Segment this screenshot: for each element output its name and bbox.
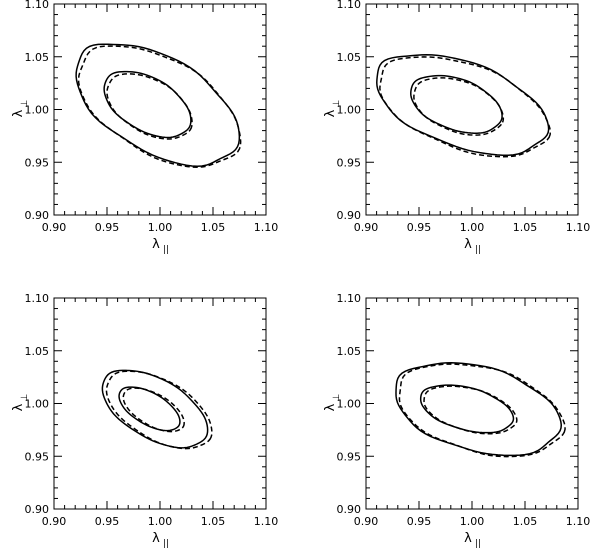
y-tick-label: 0.90 (337, 209, 362, 222)
y-axis-label-sub: ⊥ (332, 394, 342, 402)
x-axis-label-sub: || (475, 539, 481, 549)
x-axis-label: λ (152, 531, 160, 546)
plot-frame (365, 3, 579, 216)
x-tick-label: 0.95 (95, 221, 120, 234)
x-tick-label: 1.05 (513, 221, 538, 234)
y-tick-label: 1.00 (337, 398, 362, 411)
x-tick-label: 1.00 (460, 515, 485, 528)
panel-2: 0.90 0.95 1.00 1.05 1.10 0.90 0.95 1.00 1.05 1.10… (323, 0, 590, 255)
y-tick-label: 1.00 (337, 104, 362, 117)
y-tick-label: 0.95 (337, 156, 362, 169)
y-axis-label-group: λ⊥ (11, 100, 30, 118)
y-tick-label: 1.10 (25, 0, 50, 11)
y-tick-label: 0.95 (337, 450, 362, 463)
y-axis-label: λ (11, 403, 26, 411)
x-tick-label: 1.05 (513, 515, 538, 528)
y-axis-label: λ (323, 403, 338, 411)
y-axis-label-sub: ⊥ (20, 100, 30, 108)
y-tick-label: 1.00 (25, 398, 50, 411)
x-tick-label: 0.95 (407, 221, 432, 234)
dashed-contour-inner (106, 73, 193, 140)
solid-contour-outer (376, 54, 550, 156)
dashed-contour-inner (122, 387, 185, 433)
panel-4: 0.90 0.95 1.00 1.05 1.10 0.90 0.95 1.00 1.05 1.10… (323, 292, 590, 549)
y-axis-label-group: λ⊥ (11, 394, 30, 412)
x-tick-label: 1.10 (566, 515, 591, 528)
y-tick-label: 1.05 (337, 345, 362, 358)
y-tick-label: 1.10 (25, 292, 50, 305)
y-axis-label-group: λ⊥ (323, 100, 342, 118)
y-tick-label: 1.05 (25, 51, 50, 64)
solid-contour-outer (75, 43, 241, 168)
dashed-contour-outer (398, 363, 566, 458)
x-axis-label: λ (464, 237, 472, 252)
solid-contour-inner (410, 74, 503, 134)
y-tick-label: 1.00 (25, 104, 50, 117)
y-axis-label-group: λ⊥ (323, 394, 342, 412)
dashed-contour-inner (423, 385, 518, 435)
y-axis-label-sub: ⊥ (20, 394, 30, 402)
y-axis-label-sub: ⊥ (332, 100, 342, 108)
solid-contour-outer (395, 362, 563, 457)
x-tick-label: 1.05 (201, 221, 226, 234)
x-tick-label: 1.00 (148, 515, 173, 528)
x-axis-label-sub: || (163, 539, 169, 549)
x-tick-label: 1.00 (148, 221, 173, 234)
y-tick-label: 0.95 (25, 450, 50, 463)
solid-contour-inner (419, 384, 515, 434)
x-tick-label: 1.05 (201, 515, 226, 528)
x-tick-label: 0.95 (407, 515, 432, 528)
x-tick-label: 1.10 (566, 221, 591, 234)
y-tick-label: 1.05 (337, 51, 362, 64)
x-axis-label: λ (152, 237, 160, 252)
solid-contour-inner (103, 70, 192, 139)
y-tick-label: 0.90 (337, 503, 362, 516)
panel-3: 0.90 0.95 1.00 1.05 1.10 0.90 0.95 1.00 1.05 1.10… (11, 292, 278, 549)
plot-frame (53, 3, 267, 216)
dashed-contour-outer (379, 56, 552, 158)
y-tick-label: 0.95 (25, 156, 50, 169)
dashed-contour-outer (105, 370, 213, 450)
x-tick-label: 1.10 (254, 221, 279, 234)
x-tick-label: 0.90 (42, 221, 67, 234)
y-tick-label: 0.90 (25, 209, 50, 222)
x-tick-label: 1.10 (254, 515, 279, 528)
x-axis-label-sub: || (163, 245, 169, 255)
x-axis-label-sub: || (475, 245, 481, 255)
x-tick-label: 0.95 (95, 515, 120, 528)
y-tick-label: 1.05 (25, 345, 50, 358)
x-tick-label: 0.90 (42, 515, 67, 528)
panel-1: 0.90 0.95 1.00 1.05 1.10 0.90 0.95 1.00 1.05 1.10… (11, 0, 278, 255)
x-tick-label: 0.90 (354, 221, 379, 234)
y-tick-label: 0.90 (25, 503, 50, 516)
x-tick-label: 1.00 (460, 221, 485, 234)
dashed-contour-outer (77, 45, 242, 169)
x-axis-label: λ (464, 531, 472, 546)
solid-contour-outer (101, 369, 209, 449)
y-axis-label: λ (11, 109, 26, 117)
y-tick-label: 1.10 (337, 292, 362, 305)
dashed-contour-inner (413, 77, 505, 136)
y-axis-label: λ (323, 109, 338, 117)
solid-contour-inner (118, 386, 181, 432)
y-tick-label: 1.10 (337, 0, 362, 11)
plot-frame (53, 297, 267, 510)
x-tick-label: 0.90 (354, 515, 379, 528)
